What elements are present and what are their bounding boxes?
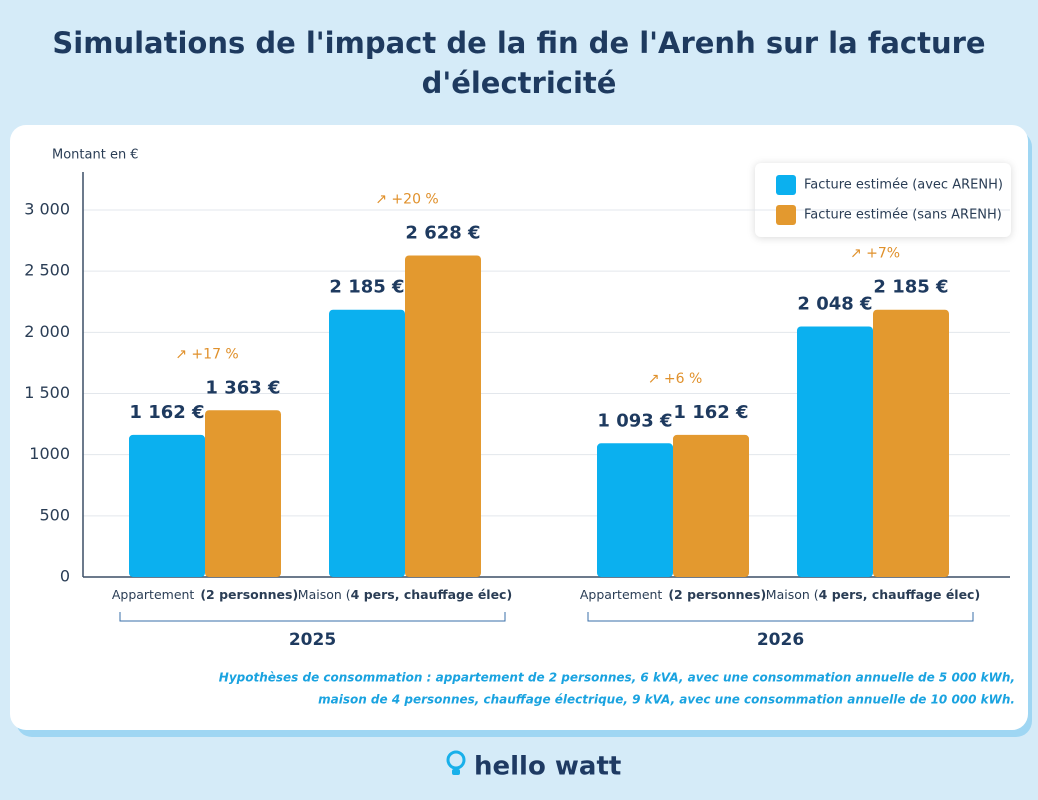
annotation: ↗ +7% xyxy=(850,246,900,262)
note: maison de 4 personnes, chauffage électri… xyxy=(318,693,1015,707)
chart-title: Simulations de l'impact de la fin de l'A… xyxy=(52,26,985,100)
bar xyxy=(597,443,673,577)
x-tick-label-part: Appartement xyxy=(580,587,663,602)
value-label: 1 093 € xyxy=(597,410,672,431)
legend-label: Facture estimée (sans ARENH) xyxy=(804,208,1002,223)
y-tick-label: 2 000 xyxy=(24,322,70,341)
title-line: Simulations de l'impact de la fin de l'A… xyxy=(52,26,985,60)
x-tick-label: Maison (4 pers, chauffage élec) xyxy=(298,587,512,602)
y-tick-label: 3 000 xyxy=(24,200,70,219)
y-tick-label: 1 500 xyxy=(24,383,70,402)
group-bracket xyxy=(119,612,506,622)
value-label: 2 185 € xyxy=(873,277,948,298)
bar xyxy=(673,434,749,577)
x-tick-label-part: Maison ( xyxy=(298,587,351,602)
chart-title-text: Simulations de l'impact de la fin de l'A… xyxy=(52,26,985,100)
value-label: 2 048 € xyxy=(797,293,872,314)
annotation: ↗ +17 % xyxy=(175,346,238,362)
bar xyxy=(405,255,481,577)
x-tick-label-part: 4 pers, chauffage élec) xyxy=(351,587,513,602)
x-tick-label-part: Maison ( xyxy=(766,587,819,602)
y-tick-label: 0 xyxy=(60,567,70,586)
y-tick-label: 500 xyxy=(39,505,70,524)
bar xyxy=(329,309,405,577)
group-label: 2025 xyxy=(289,630,336,650)
legend-box xyxy=(755,163,1011,237)
annotation: ↗ +6 % xyxy=(648,371,703,387)
bar xyxy=(205,410,281,577)
x-tick-label: Appartement (2 personnes) xyxy=(580,587,766,602)
annotation: ↗ +20 % xyxy=(375,192,438,208)
x-tick-label-part: 4 pers, chauffage élec) xyxy=(819,587,981,602)
brand: hello watt xyxy=(474,752,621,782)
bar xyxy=(129,434,205,577)
group-label: 2026 xyxy=(757,630,804,650)
title-line: d'électricité xyxy=(422,66,617,100)
value-label: 1 363 € xyxy=(205,377,280,398)
x-tick-label: Appartement (2 personnes) xyxy=(112,587,298,602)
value-label: 1 162 € xyxy=(673,402,748,423)
value-label: 2 185 € xyxy=(329,277,404,298)
logo-icon xyxy=(446,750,466,775)
x-tick-label-part: Appartement xyxy=(112,587,195,602)
y-tick-label: 1000 xyxy=(29,444,70,463)
card xyxy=(10,125,1028,730)
bar xyxy=(873,309,949,577)
group-bracket xyxy=(587,612,974,622)
x-tick-label-part: (2 personnes) xyxy=(200,587,298,602)
legend-swatch xyxy=(776,205,796,225)
legend-swatch xyxy=(776,175,796,195)
y-axis-label: Montant en € xyxy=(52,148,139,163)
x-tick-label-part: (2 personnes) xyxy=(668,587,766,602)
x-tick-label: Maison (4 pers, chauffage élec) xyxy=(766,587,980,602)
note: Hypothèses de consommation : appartement… xyxy=(219,671,1015,685)
value-label: 1 162 € xyxy=(129,402,204,423)
bar xyxy=(797,326,873,577)
value-label: 2 628 € xyxy=(405,223,480,244)
legend-label: Facture estimée (avec ARENH) xyxy=(804,178,1003,193)
y-tick-label: 2 500 xyxy=(24,261,70,280)
